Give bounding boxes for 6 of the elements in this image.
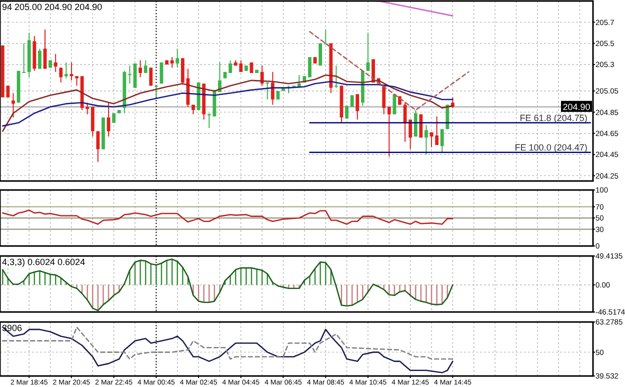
ref-line-label: 204.90: [562, 102, 590, 112]
series-label: FE 100.0 (204.47): [514, 142, 588, 152]
annotation: 4,3,3) 0.6024 0.6024: [2, 257, 86, 267]
annotation: 3906: [2, 323, 22, 333]
series-label: FE 61.8 (204.75): [520, 112, 588, 123]
annotation: 94 205.00 204.90 204.90: [2, 2, 102, 12]
